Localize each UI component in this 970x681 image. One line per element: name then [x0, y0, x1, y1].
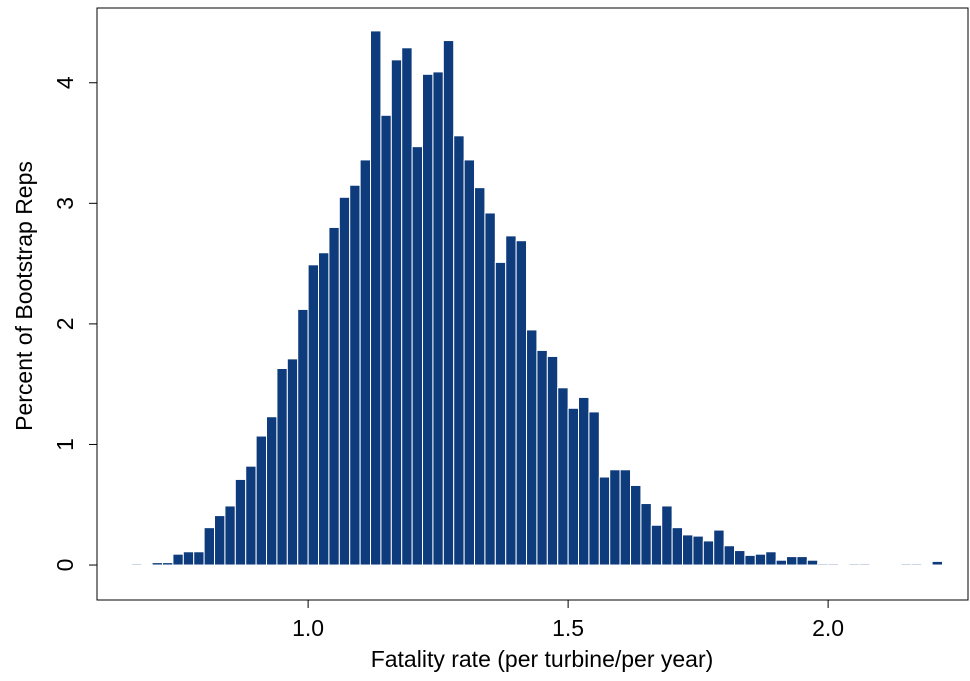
bar [609, 469, 621, 566]
plot-frame [96, 7, 969, 601]
bar [349, 184, 361, 566]
bar [307, 264, 320, 566]
bar [931, 560, 944, 566]
bar [484, 212, 496, 566]
bar [640, 503, 652, 566]
bar [401, 47, 413, 566]
bar [765, 551, 777, 566]
bar [442, 40, 455, 566]
bar [619, 469, 632, 566]
bar [380, 114, 392, 566]
bar [671, 527, 684, 566]
bar [432, 71, 444, 566]
x-tick-label: 1.5 [552, 615, 584, 641]
y-tick-label: 0 [52, 559, 78, 572]
bar [598, 476, 611, 566]
bar [255, 435, 268, 566]
bar [858, 563, 871, 566]
bar [318, 252, 330, 566]
bar [214, 515, 226, 566]
bar [661, 505, 673, 566]
bar [775, 559, 788, 566]
y-axis-label: Percent of Bootstrap Reps [11, 161, 37, 431]
bar [723, 545, 736, 566]
bar [515, 240, 528, 566]
bar [203, 527, 216, 566]
y-tick-label: 2 [52, 317, 78, 330]
bar [505, 235, 517, 566]
bar [827, 563, 840, 566]
bar [630, 484, 642, 566]
bar [796, 556, 808, 566]
bar [286, 358, 299, 566]
bar [370, 30, 382, 566]
bar [453, 135, 465, 566]
bar [806, 559, 819, 566]
x-axis-label: Fatality rate (per turbine/per year) [371, 646, 714, 672]
bar [546, 355, 559, 566]
bar [682, 534, 694, 566]
bar [151, 562, 164, 566]
y-tick-label: 3 [52, 197, 78, 210]
bar [172, 553, 184, 566]
bar [474, 187, 486, 566]
bar [359, 159, 372, 566]
bar [557, 387, 569, 566]
bar [162, 562, 174, 566]
bar [650, 524, 663, 566]
x-tick-label: 1.0 [292, 615, 324, 641]
bar [734, 550, 746, 566]
bar [900, 563, 912, 566]
bar [494, 261, 507, 566]
bar [588, 411, 600, 566]
x-tick-label: 2.0 [812, 615, 844, 641]
bar [411, 146, 424, 566]
bar [193, 551, 205, 566]
bar [297, 308, 309, 566]
bar [578, 396, 590, 566]
bar [567, 407, 580, 566]
bar [338, 196, 351, 566]
bar [817, 563, 829, 566]
bar [848, 563, 860, 566]
bar [266, 416, 278, 566]
bar [463, 159, 476, 566]
bar [754, 553, 767, 566]
bar [422, 73, 434, 566]
bar [234, 478, 247, 566]
y-tick-label: 4 [52, 76, 78, 89]
bar [390, 59, 403, 566]
bar [786, 556, 798, 566]
bar [276, 368, 288, 566]
bar [744, 554, 756, 566]
bar [130, 563, 143, 566]
bar [224, 505, 236, 566]
bar [702, 540, 715, 566]
bar [526, 329, 538, 566]
bar [536, 349, 548, 566]
bar [245, 465, 257, 566]
bar [713, 529, 725, 566]
bar [910, 563, 923, 566]
bar [692, 535, 704, 566]
bar [328, 226, 340, 566]
bar [182, 551, 195, 566]
y-tick-label: 1 [52, 438, 78, 451]
